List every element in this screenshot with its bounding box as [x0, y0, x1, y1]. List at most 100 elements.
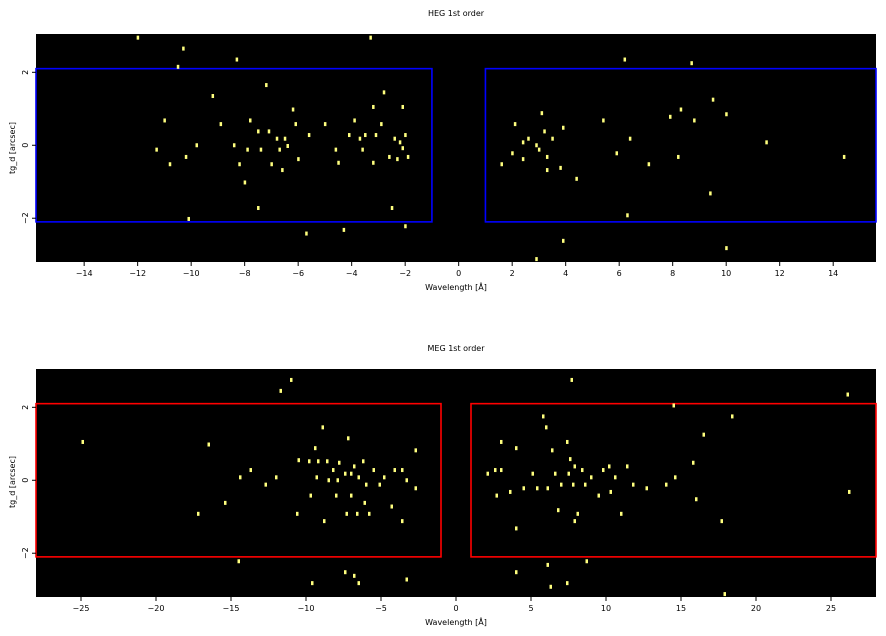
heg-x-tick-label: 0 — [456, 269, 461, 278]
heg-x-ticks: −14 −12 −10 −8 −6 −4 −2 0 2 4 6 8 10 12 14 — [76, 262, 838, 278]
meg-data-point — [626, 464, 629, 469]
meg-data-point — [573, 519, 576, 524]
heg-data-point — [372, 104, 375, 109]
heg-data-point — [711, 97, 715, 102]
heg-x-tick-label: 6 — [617, 269, 622, 278]
meg-data-point — [297, 458, 300, 463]
heg-data-point — [513, 122, 517, 127]
heg-data-point — [323, 122, 327, 127]
meg-data-point — [608, 464, 611, 469]
meg-data-point — [414, 486, 417, 491]
heg-data-point — [725, 112, 728, 117]
meg-data-point — [509, 489, 512, 494]
heg-data-point — [398, 140, 402, 145]
meg-data-point — [560, 482, 563, 487]
meg-data-point — [494, 468, 497, 473]
meg-y-axis-label: tg_d [arcsec] — [8, 456, 17, 508]
heg-x-tick-label: 12 — [775, 269, 785, 278]
meg-data-point — [372, 468, 375, 473]
meg-data-point — [378, 482, 381, 487]
heg-data-point — [238, 162, 241, 167]
meg-data-point — [522, 486, 525, 491]
heg-x-tick-label: −2 — [399, 269, 411, 278]
meg-data-point — [401, 468, 404, 473]
heg-data-point — [184, 154, 188, 159]
meg-data-point — [353, 573, 356, 578]
heg-data-point — [626, 213, 629, 218]
heg-data-point — [275, 136, 279, 141]
heg-data-point — [690, 61, 693, 66]
meg-title: MEG 1st order — [428, 344, 486, 353]
meg-data-point — [327, 478, 330, 483]
heg-data-point — [219, 122, 223, 127]
heg-x-tick-label: 2 — [510, 269, 515, 278]
meg-data-point — [368, 511, 371, 516]
heg-data-point — [286, 143, 289, 148]
heg-panel: HEG 1st order −14 −12 −10 −8 −6 −4 −2 0 2 4 6 8 10 12… — [8, 9, 877, 292]
meg-data-point — [314, 446, 317, 451]
meg-data-point — [350, 471, 353, 476]
meg-data-point — [207, 442, 210, 447]
meg-data-point — [614, 475, 617, 480]
heg-data-point — [615, 151, 619, 156]
meg-data-point — [702, 432, 705, 437]
heg-data-point — [543, 129, 546, 134]
heg-data-point — [168, 162, 172, 167]
meg-data-point — [321, 425, 324, 430]
heg-data-point — [404, 133, 407, 138]
meg-data-point — [357, 475, 360, 480]
meg-data-point — [279, 388, 282, 393]
heg-data-point — [369, 35, 372, 40]
heg-title: HEG 1st order — [428, 9, 485, 18]
heg-x-axis-label: Wavelength [Å] — [425, 281, 487, 292]
heg-data-point — [527, 136, 530, 141]
meg-x-tick-label: −10 — [298, 604, 315, 613]
meg-data-point — [620, 511, 623, 516]
meg-data-point — [590, 475, 593, 480]
meg-data-point — [353, 464, 356, 469]
heg-data-point — [305, 231, 308, 236]
heg-data-point — [347, 133, 351, 138]
meg-data-point — [674, 475, 677, 480]
meg-data-point — [551, 448, 554, 453]
heg-data-point — [677, 154, 680, 159]
meg-data-point — [405, 478, 408, 483]
meg-data-point — [632, 482, 635, 487]
meg-y-tick-label: 0 — [21, 478, 30, 483]
meg-data-point — [584, 482, 587, 487]
heg-data-point — [500, 162, 503, 167]
heg-data-point — [257, 206, 260, 211]
heg-data-point — [211, 94, 215, 99]
heg-data-point — [521, 140, 525, 145]
heg-data-point — [628, 136, 632, 141]
heg-data-point — [235, 57, 239, 62]
meg-data-point — [197, 511, 200, 516]
heg-y-tick-label: 2 — [21, 70, 30, 75]
meg-data-point — [336, 478, 339, 483]
meg-data-point — [536, 486, 539, 491]
meg-data-point — [570, 377, 573, 382]
meg-x-ticks: −25 −20 −15 −10 −5 0 5 10 15 20 25 — [73, 597, 836, 613]
heg-data-point — [709, 191, 712, 196]
heg-data-point — [342, 227, 346, 232]
meg-data-point — [602, 468, 605, 473]
meg-data-point — [344, 570, 347, 575]
heg-y-axis-label: tg_d [arcsec] — [8, 122, 17, 174]
meg-data-point — [566, 439, 569, 444]
heg-data-point — [535, 143, 538, 148]
heg-data-point — [353, 118, 356, 123]
heg-y-tick-label: −2 — [21, 212, 30, 224]
heg-data-point — [372, 160, 375, 165]
meg-data-point — [390, 504, 393, 509]
heg-data-point — [393, 136, 396, 141]
heg-data-point — [725, 246, 728, 251]
heg-data-point — [358, 136, 362, 141]
meg-data-point — [405, 577, 408, 582]
meg-data-point — [500, 439, 503, 444]
heg-x-tick-label: 10 — [721, 269, 731, 278]
meg-data-point — [249, 468, 252, 473]
meg-data-point — [609, 489, 612, 494]
meg-data-point — [848, 489, 851, 494]
heg-x-tick-label: 8 — [670, 269, 675, 278]
heg-data-point — [396, 157, 399, 162]
